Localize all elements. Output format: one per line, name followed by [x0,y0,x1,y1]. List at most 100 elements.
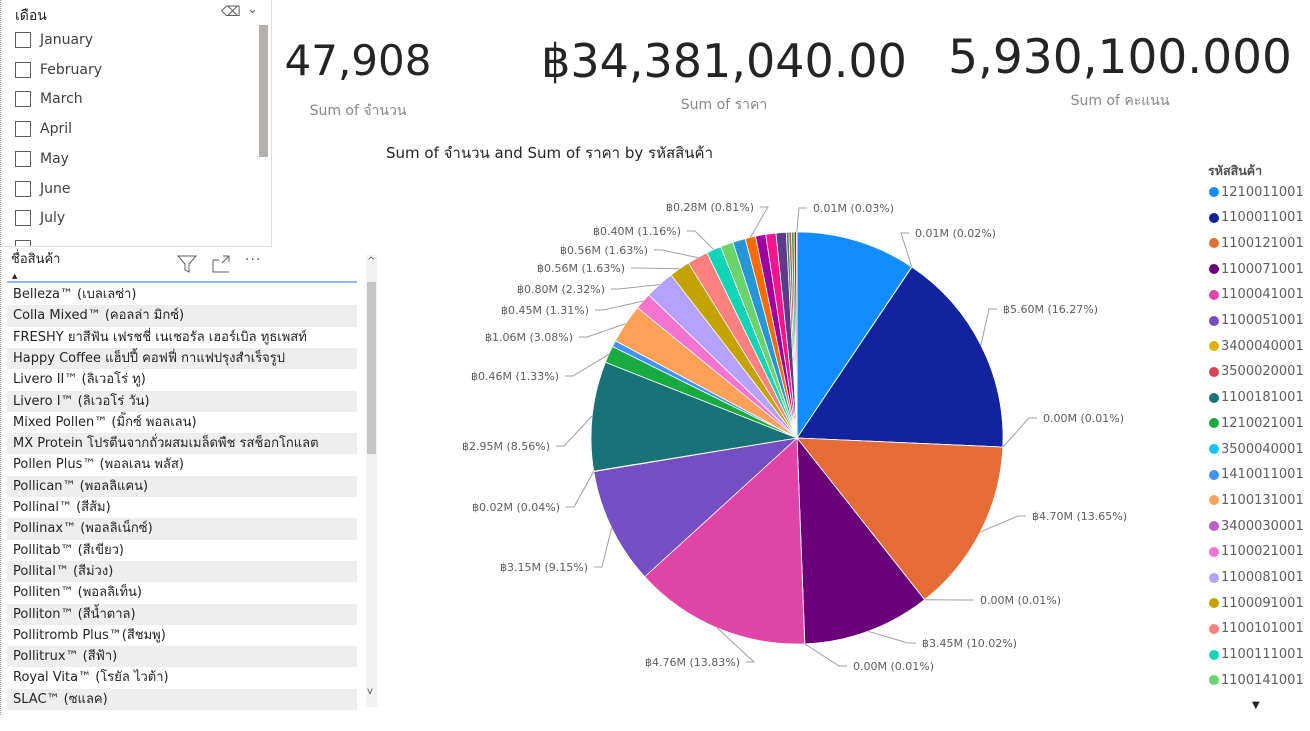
pie-slice[interactable] [593,437,799,578]
data-label: ฿0.56M (1.63%) [537,262,625,275]
leader-line [1002,417,1037,448]
card-value-quantity: 47,908 [284,36,432,85]
legend-marker [1209,623,1219,634]
checkbox[interactable] [15,150,31,167]
checkbox[interactable] [15,210,31,227]
table-row[interactable]: Livero I™ (ลิเวอโร่ วัน) [7,390,357,412]
table-row[interactable]: Pollinax™ (พอลลิเน็กซ์) [7,518,357,540]
legend-item[interactable]: 1100111001 [1209,646,1304,664]
table-row[interactable]: Happy Coffee แฮ็ปปี้ คอฟฟี่ กาแฟปรุงสำเร… [7,347,357,370]
legend-label: 1100051001 [1221,313,1304,328]
eraser-icon[interactable]: ⌫ [221,4,241,20]
legend-marker [1209,649,1219,660]
legend-item[interactable]: 3500040001 [1209,440,1304,458]
focus-mode-icon[interactable] [212,255,232,273]
data-label: ฿0.46M (1.33%) [471,370,559,383]
checkbox[interactable] [15,240,31,246]
data-label: 0.00M (0.01%) [853,660,934,673]
legend-item[interactable]: 1100141001 [1209,671,1304,689]
slicer-scrollbar[interactable] [259,25,268,157]
legend-item[interactable]: 3500020001 [1209,363,1304,381]
checkbox[interactable] [15,61,31,78]
month-item[interactable]: March [15,88,83,110]
legend-item[interactable]: 1410011001 [1209,466,1304,484]
scroll-up-icon[interactable]: ^ [367,256,376,267]
table-row[interactable]: Colla Mixed™ (คอลล่า มิกซ์) [7,305,357,327]
month-item[interactable]: January [15,29,93,51]
card-label-quantity: Sum of จำนวน [309,103,407,119]
table-row[interactable]: Pollitromb Plus™(สีชมพู) [13,627,166,643]
legend-item[interactable]: 1100081001 [1209,569,1304,587]
table-row[interactable]: Pollital™ (สีม่วง) [7,560,357,583]
table-row[interactable]: FRESHY ยาสีฟัน เฟรชชี่ เนเชอรัล เฮอร์เบิ… [13,329,307,345]
checkbox[interactable] [15,180,31,197]
legend-label: 1100021001 [1221,544,1304,560]
leader-line [654,249,698,259]
legend-item[interactable]: 1100071001 [1209,260,1304,278]
table-header[interactable]: ชื่อสินค้า [11,252,61,267]
pie-slice[interactable] [796,231,913,440]
legend-item[interactable]: 1100121001 [1209,234,1304,252]
table-row[interactable]: Polliton™ (สีน้ำตาล) [7,603,357,625]
legend-scroll-down-icon[interactable]: ▼ [1252,700,1260,711]
legend-item[interactable]: 3400040001 [1209,337,1304,355]
more-options-icon[interactable]: ··· [245,252,262,268]
pie-slice[interactable] [796,436,926,645]
sort-ascending-icon[interactable]: ▲ [12,272,18,280]
table-row[interactable]: Pollitrux™ (สีฟ้า) [7,646,357,668]
filter-icon[interactable] [177,254,197,274]
month-item[interactable]: May [15,148,69,170]
month-item[interactable]: April [15,118,72,140]
table-row[interactable]: Mixed Pollen™ (มิ็กซ์ พอลเลน) [13,414,197,430]
table-row[interactable]: Royal Vita™ (โรยัล ไวต้า) [13,670,169,686]
legend-item[interactable]: 1100101001 [1209,620,1304,638]
legend-item[interactable]: 1100091001 [1209,594,1304,612]
legend-item[interactable]: 3400030001 [1209,517,1304,535]
leader-line [594,527,613,568]
scroll-down-icon[interactable]: v [367,686,373,697]
checkbox[interactable] [15,121,31,138]
table-row[interactable]: MX Protein โปรตีนจากถั่วผสมเมล็ดพืช รสช็… [7,433,357,455]
table-row[interactable]: Pollitab™ (สีเขียว) [13,542,124,558]
scrollbar-thumb[interactable] [367,282,376,454]
leader-line [631,267,680,270]
leader-line [579,323,626,338]
legend-label: 1100011001 [1221,210,1304,226]
month-item[interactable]: June [15,178,71,200]
table-row[interactable]: Pollican™ (พอลลิแคน) [7,475,357,497]
legend-marker [1209,187,1219,197]
legend-item[interactable]: 1100021001 [1209,543,1304,561]
table-row[interactable]: Pollinal™ (สีส้ม) [13,500,111,515]
table-scrollbar[interactable] [366,255,377,707]
legend-label: 1100131001 [1221,492,1304,508]
legend-item[interactable]: 1210011001 [1209,183,1304,201]
legend-marker [1209,598,1219,609]
table-row[interactable]: SLAC™ (ซแลค) [7,688,357,710]
legend-label: 1100071001 [1221,261,1304,277]
data-label: ฿3.45M (10.02%) [922,637,1017,650]
chevron-down-icon[interactable]: ⌄ [247,2,258,17]
legend-item[interactable]: 1210021001 [1209,414,1304,432]
legend-item[interactable]: 1100051001 [1209,312,1304,330]
checkbox[interactable] [15,91,31,108]
pie-slice[interactable] [796,437,1004,601]
legend-item[interactable]: 1100011001 [1209,209,1304,227]
pie-slice[interactable] [796,266,1004,448]
legend-item[interactable]: 1100041001 [1209,286,1304,304]
leader-line [566,471,595,508]
legend-label: 1210011001 [1221,184,1304,200]
checkbox[interactable] [15,32,31,48]
table-row[interactable]: Livero II™ (ลิเวอโร่ ทู) [13,372,146,388]
leader-line [687,230,715,250]
legend-item[interactable]: 1100131001 [1209,491,1304,509]
month-item[interactable]: July [15,207,65,229]
month-label: June [40,180,71,197]
table-row[interactable]: Belleza™ (เบลเลซ่า) [13,287,137,302]
pie-slice[interactable] [644,437,806,645]
legend-marker [1209,366,1219,377]
month-item[interactable]: February [15,59,102,81]
table-row[interactable]: Pollen Plus™ (พอลเลน พลัส) [13,457,184,473]
table-row[interactable]: Polliten™ (พอลลิเท็น) [13,585,142,601]
product-table [0,250,380,715]
legend-item[interactable]: 1100181001 [1209,389,1304,407]
